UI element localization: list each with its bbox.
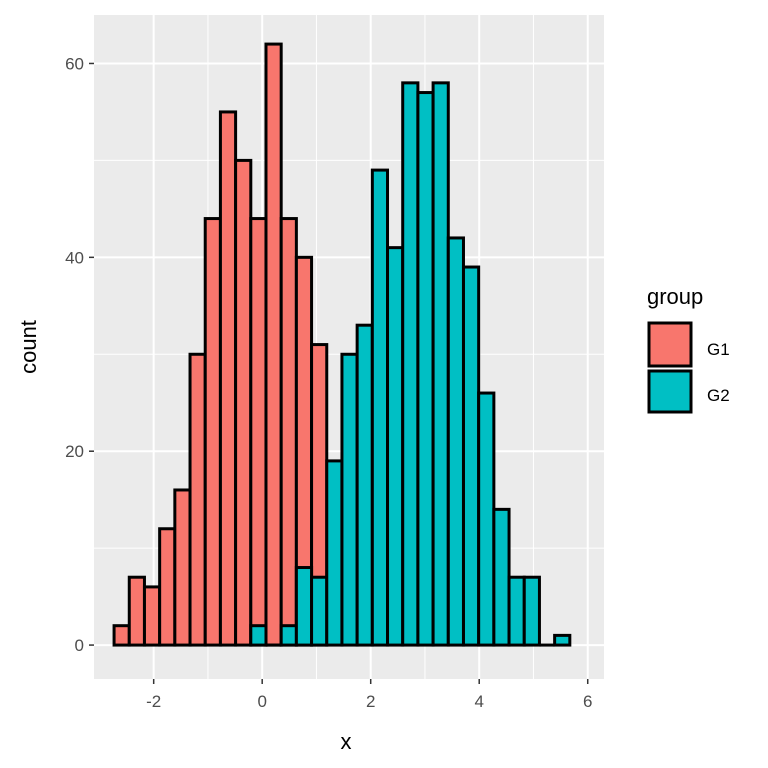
bar-g1: [158, 527, 177, 647]
bar-g2: [386, 246, 405, 647]
y-axis-title: count: [16, 320, 41, 374]
bar-g1: [264, 42, 283, 647]
x-tick-label: 0: [257, 692, 266, 711]
bar-g2: [355, 323, 374, 647]
bar-g2: [325, 459, 344, 647]
bar-g1: [142, 585, 162, 647]
x-axis: -2 0 2 4 6: [146, 679, 592, 711]
bar-g2: [310, 575, 329, 647]
bar-g2: [340, 352, 359, 647]
legend-key-g1: [647, 321, 693, 368]
bar-g2: [477, 391, 496, 647]
x-tick-label: 4: [474, 692, 483, 711]
y-tick-label: 60: [65, 54, 84, 73]
legend: group G1 G2: [647, 284, 730, 414]
bar-g2: [370, 168, 390, 647]
bar-g2: [446, 236, 465, 647]
bar-g2: [249, 624, 268, 647]
bar-g2: [294, 566, 314, 647]
y-axis: 0 20 40 60: [65, 54, 94, 655]
bar-g2: [279, 624, 298, 647]
bar-g2: [522, 575, 541, 647]
bar-g1: [279, 217, 298, 647]
bar-g1: [173, 488, 192, 647]
legend-label-g2: G2: [707, 386, 730, 405]
bar-g1: [234, 158, 253, 647]
legend-label-g1: G1: [707, 340, 730, 359]
bar-g2: [492, 507, 511, 647]
bar-g1: [188, 352, 207, 647]
x-tick-label: 6: [583, 692, 592, 711]
bar-g1: [218, 110, 238, 647]
bars-layer: [112, 42, 572, 647]
bar-g1: [203, 217, 222, 647]
bar-g2: [416, 91, 435, 647]
x-tick-label: 2: [366, 692, 375, 711]
y-tick-label: 0: [75, 636, 84, 655]
bar-g2: [461, 265, 481, 647]
legend-title: group: [647, 284, 703, 309]
y-tick-label: 20: [65, 442, 84, 461]
x-tick-label: -2: [146, 692, 161, 711]
y-tick-label: 40: [65, 248, 84, 267]
x-axis-title: x: [341, 729, 352, 754]
bar-g2: [401, 81, 420, 647]
bar-g1: [127, 575, 146, 647]
bar-g2: [507, 575, 526, 647]
bar-g1: [249, 217, 268, 647]
bar-g2: [431, 81, 450, 647]
bar-g1: [112, 624, 131, 647]
legend-key-g2: [647, 369, 693, 414]
bar-g2: [553, 633, 572, 647]
